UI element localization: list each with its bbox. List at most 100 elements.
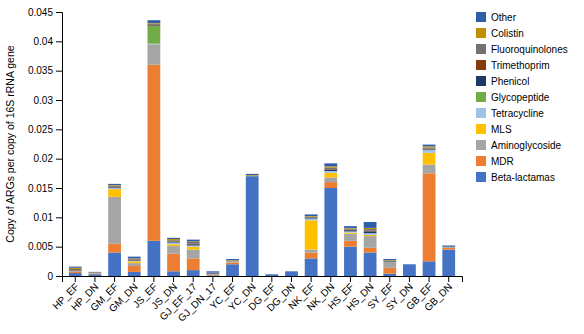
bar-segment — [403, 264, 416, 265]
bar-segment — [206, 273, 219, 274]
bar-segment — [364, 229, 377, 231]
bar-segment — [403, 264, 416, 265]
bar-segment — [226, 260, 239, 262]
bar-segment — [187, 270, 200, 276]
bar-segment — [364, 233, 377, 235]
bar-series — [69, 44, 455, 275]
bar-segment — [442, 246, 455, 247]
x-tick-mark — [173, 276, 174, 282]
bar-segment — [285, 271, 298, 272]
bar-segment — [167, 238, 180, 239]
bar-segment — [108, 189, 121, 197]
y-tick-mark — [56, 41, 62, 42]
bar-segment — [344, 247, 357, 276]
bar-segment — [128, 272, 141, 276]
bar-segment — [167, 241, 180, 243]
bar-segment — [226, 263, 239, 265]
bar-segment — [167, 241, 180, 243]
bar-segment — [226, 261, 239, 262]
bar-segment — [108, 186, 121, 187]
bar-segment — [206, 273, 219, 274]
bar-segment — [364, 253, 377, 276]
x-tick-mark — [429, 276, 430, 282]
legend-item: Beta-lactamas — [476, 172, 555, 183]
y-tick-mark — [56, 100, 62, 101]
bar-segment — [383, 261, 396, 262]
x-tick-mark — [389, 276, 390, 282]
y-tick: 0.01 — [34, 212, 62, 223]
bar-segment — [89, 273, 102, 274]
bar-segment — [187, 244, 200, 245]
bar-segment — [423, 261, 436, 276]
bar-segment — [305, 214, 318, 216]
x-tick-mark — [232, 276, 233, 282]
bar-segment — [383, 261, 396, 262]
bar-segment — [69, 270, 82, 271]
bar-segment — [383, 260, 396, 262]
legend-item: MDR — [476, 156, 514, 167]
bar-segment — [108, 253, 121, 276]
legend-label: Other — [491, 12, 517, 23]
bar-segment — [305, 217, 318, 219]
bar-segment — [344, 234, 357, 241]
bar-segment — [246, 176, 259, 177]
bar-segment — [442, 247, 455, 248]
bar-segment — [285, 271, 298, 272]
bar-segment — [344, 231, 357, 232]
bar-segment — [89, 272, 102, 274]
bar-segment — [423, 149, 436, 150]
bar-segment — [442, 247, 455, 248]
bar-segment — [246, 176, 259, 177]
bar-segment — [187, 240, 200, 242]
bar-segment — [344, 241, 357, 247]
bar-segment — [442, 245, 455, 246]
y-tick-label: 0.025 — [28, 124, 53, 135]
bar-segment — [423, 146, 436, 147]
bar-segment — [167, 244, 180, 246]
x-tick-mark — [291, 276, 292, 282]
bar-segment — [108, 188, 121, 189]
bar-segment — [167, 271, 180, 276]
bar-segment — [246, 176, 259, 276]
bar-segment — [383, 262, 396, 268]
bar-series — [69, 65, 455, 276]
bar-segment — [226, 259, 239, 260]
legend-label: MDR — [491, 156, 514, 167]
legend-swatch — [476, 156, 486, 166]
bar-segment — [148, 24, 161, 25]
x-tick-mark — [330, 276, 331, 282]
bar-segment — [128, 266, 141, 272]
plot: 00.0050.010.0150.020.0250.030.0350.040.0… — [28, 7, 463, 324]
bar-segment — [285, 271, 298, 272]
bar-segment — [108, 187, 121, 189]
bar-segment — [89, 273, 102, 275]
legend-item: Tetracycline — [476, 108, 544, 119]
bar-segment — [324, 173, 337, 178]
bar-segment — [89, 273, 102, 275]
bar-series — [108, 153, 435, 263]
bar-segment — [206, 273, 219, 274]
bar-segment — [89, 273, 102, 274]
bar-segment — [128, 260, 141, 261]
x-tick-mark — [114, 276, 115, 282]
legend-item: MLS — [476, 124, 512, 135]
x-tick-mark — [134, 276, 135, 282]
bar-segment — [108, 188, 121, 189]
bar-segment — [383, 261, 396, 262]
y-tick-mark — [56, 12, 62, 13]
bar-segment — [206, 273, 219, 274]
bar-segment — [246, 175, 259, 177]
legend-item: Glycopeptide — [476, 92, 550, 103]
bar-segment — [423, 148, 436, 149]
bar-segment — [187, 245, 200, 246]
y-tick: 0.015 — [28, 183, 62, 194]
bar-segment — [226, 261, 239, 262]
bar-segment — [128, 263, 141, 266]
y-tick-label: 0.035 — [28, 65, 53, 76]
y-tick-label: 0 — [47, 271, 53, 282]
legend-item: Trimethoprim — [476, 60, 550, 71]
bar-segment — [403, 264, 416, 265]
bar-segment — [442, 247, 455, 248]
bar-segment — [167, 240, 180, 241]
bar-segment — [69, 271, 82, 272]
